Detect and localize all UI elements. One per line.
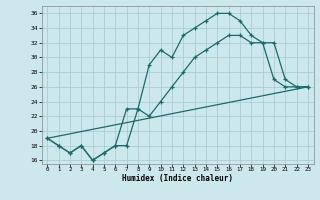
X-axis label: Humidex (Indice chaleur): Humidex (Indice chaleur) — [122, 174, 233, 183]
